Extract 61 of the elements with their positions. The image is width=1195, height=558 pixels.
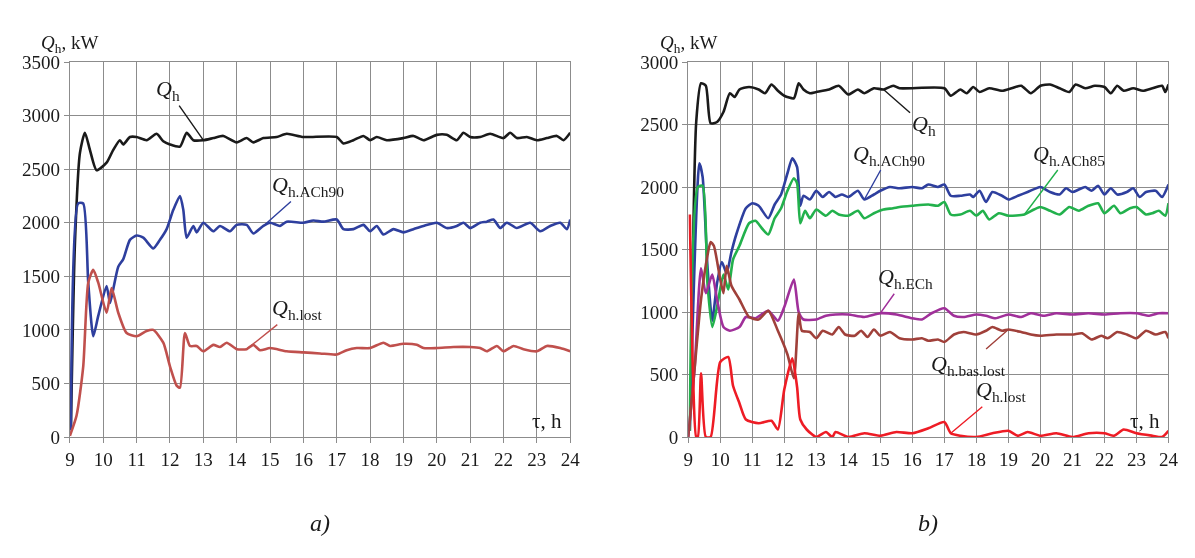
text: b): [918, 510, 938, 536]
y-tick-label: 2500: [21, 158, 60, 180]
y-tick-label: 2000: [21, 212, 60, 234]
legend-label: Q$_{h}$: [912, 111, 936, 139]
x-axis-title: τ, h: [532, 409, 562, 433]
x-tick-label: 13: [806, 448, 826, 470]
series-label: Q$_{h.lost}$: [976, 377, 1027, 405]
x-tick-label: 10: [93, 448, 113, 470]
y-tick-label: 2000: [640, 176, 679, 198]
x-tick-label: 21: [1062, 448, 1082, 470]
x-tick-label: 9: [65, 448, 75, 470]
series-label: Q$_{h.ACh90}$: [853, 141, 926, 169]
y-tick-label: 500: [649, 364, 679, 386]
y-tick-label: 1000: [640, 301, 679, 323]
x-tick-label: 16: [902, 448, 922, 470]
x-tick-label: 23: [1126, 448, 1146, 470]
x-tick-label: 11: [743, 448, 762, 470]
x-tick-label: 9: [683, 448, 693, 470]
x-tick-label: 12: [774, 448, 794, 470]
y-axis-title: Q$_{h}$, kW: [41, 32, 99, 56]
legend-label: Q$_{h.bas.lost}$: [931, 351, 1006, 379]
x-tick-label: 11: [127, 448, 146, 470]
x-tick-label: 20: [1030, 448, 1050, 470]
x-tick-label: 19: [998, 448, 1018, 470]
text: , kW: [680, 32, 718, 53]
x-tick-label: 18: [360, 448, 380, 470]
x-tick-label: 19: [393, 448, 413, 470]
x-tick-label: 12: [160, 448, 180, 470]
y-tick-label: 3000: [21, 105, 60, 127]
x-tick-label: 14: [227, 448, 247, 470]
x-tick-label: 13: [193, 448, 213, 470]
x-tick-label: 17: [934, 448, 954, 470]
series-label: Q$_{h.ACh90}$: [272, 172, 345, 200]
text: Q$_{h}$: [156, 76, 180, 104]
x-tick-label: 15: [870, 448, 890, 470]
text: a): [310, 510, 330, 536]
series-label: Q$_{h.ACh85}$: [1033, 141, 1106, 169]
y-tick-label: 1500: [21, 265, 60, 287]
x-tick-label: 23: [527, 448, 547, 470]
x-tick-label: 24: [560, 448, 581, 470]
x-tick-label: 21: [460, 448, 480, 470]
x-tick-label: 18: [966, 448, 986, 470]
y-tick-label: 500: [31, 373, 60, 395]
x-tick-label: 10: [710, 448, 730, 470]
y-tick-label: 2500: [640, 114, 679, 136]
x-tick-label: 22: [494, 448, 514, 470]
x-axis-title: τ, h: [1130, 409, 1160, 433]
x-tick-label: 17: [327, 448, 347, 470]
series-label: Q$_{h}$: [660, 32, 681, 56]
x-tick-label: 16: [293, 448, 313, 470]
y-tick-label: 0: [50, 426, 60, 448]
x-tick-label: 15: [260, 448, 280, 470]
series-label: Q$_{h.lost}$: [272, 295, 323, 323]
y-tick-label: 1500: [640, 239, 679, 261]
x-tick-label: 14: [838, 448, 859, 470]
y-tick-label: 1000: [21, 319, 60, 341]
x-tick-label: 24: [1158, 448, 1179, 470]
x-tick-label: 22: [1094, 448, 1114, 470]
series-label: Q$_{h.ECh}$: [878, 264, 934, 292]
x-tick-label: 20: [427, 448, 447, 470]
y-tick-label: 0: [668, 426, 679, 448]
